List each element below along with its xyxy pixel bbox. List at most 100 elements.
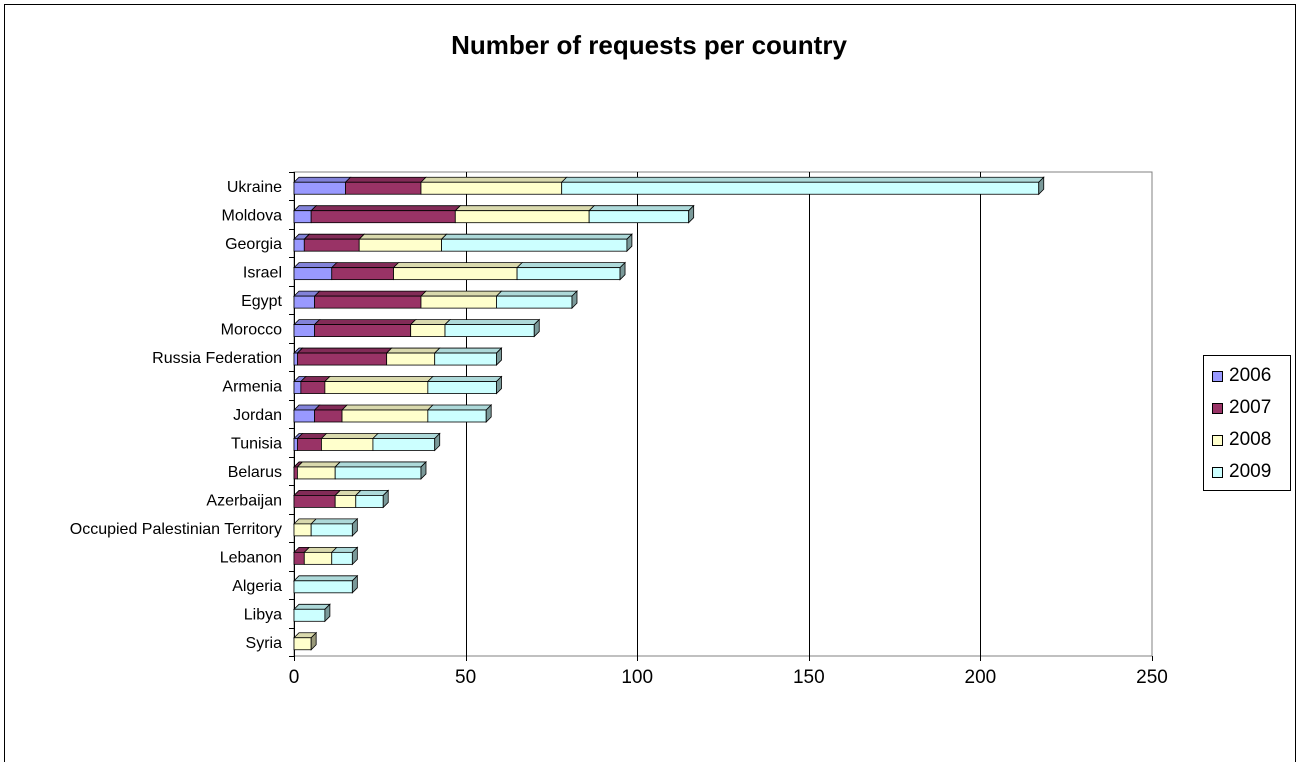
bar-israel-2009-side [619,261,626,281]
bar-russia-federation-2009-side [496,347,502,367]
bar-occupied-palestinian-territory-2009-top [310,518,359,525]
bar-syria-2008-side [310,631,317,651]
category-label: Jordan [233,407,282,424]
bar-russia-federation-2007 [297,352,388,366]
bar-belarus-2009-top [334,461,427,468]
bar-georgia-2007 [303,238,360,252]
bar-russia-federation-2009-top [433,347,503,354]
bar-ukraine-2008-top [420,176,568,183]
bar-georgia-2007-top [303,233,366,240]
bar-russia-federation-2009 [434,352,497,366]
bar-syria-2008 [293,637,312,651]
bar-occupied-palestinian-territory-2008 [293,523,312,537]
bar-russia-federation-2008-top [385,347,441,354]
bar-morocco-2009-side [533,318,540,338]
bar-azerbaijan-2007-top [293,490,342,496]
bar-moldova-2007-top [310,205,462,212]
bar-israel-2008-top [392,262,524,269]
bar-moldova-2007 [310,210,456,224]
bar-azerbaijan-2009-top [354,490,390,496]
category-label: Israel [243,265,282,282]
bar-morocco-2007 [314,324,412,337]
bar-jordan-2007-top [313,404,349,411]
bar-ukraine-2009-side [1038,176,1045,196]
bar-armenia-2007 [300,381,326,394]
bar-egypt-2008-top [420,290,503,297]
bar-jordan-2009-side [485,404,492,423]
bar-russia-federation-2007-top [296,347,393,354]
bar-ukraine-2007 [345,181,422,195]
chart-frame [4,4,1296,762]
bar-morocco-2007-top [313,319,417,325]
bar-algeria-2009-top [293,575,359,582]
bar-egypt-2006 [293,295,315,309]
category-label: Morocco [221,322,282,339]
bar-armenia-2009-side [496,375,502,395]
bar-armenia-2006 [293,381,302,394]
bar-jordan-2008 [341,409,429,423]
bar-georgia-2009-top [440,233,633,240]
bar-libya-2009-side [324,603,331,623]
category-label: Lebanon [220,549,282,566]
bar-israel-2008 [393,267,518,281]
legend-item-2007: 2007 [1204,392,1290,424]
legend-swatch [1212,466,1223,478]
bar-egypt-2008 [420,295,497,309]
bar-egypt-2009 [496,295,573,309]
category-label: Armenia [222,379,282,396]
bar-ukraine-2008 [420,181,563,195]
bar-ukraine-2006 [293,181,346,195]
bar-egypt-2007 [314,295,422,309]
legend: 2006 2007 2008 2009 [1203,355,1291,491]
category-label: Moldova [222,208,283,225]
bar-moldova-2008-top [454,205,596,212]
bar-occupied-palestinian-territory-2009-side [351,517,358,537]
bar-armenia-2009 [427,381,497,394]
bar-tunisia-2007 [297,438,322,451]
bar-israel-2009 [516,267,621,281]
bar-lebanon-2008-top [303,546,338,553]
bar-georgia-2009 [441,238,628,252]
bar-israel-2006 [293,267,333,281]
bar-tunisia-2008 [321,438,374,451]
bar-israel-2009-top [516,262,627,269]
x-tick-label: 0 [289,667,300,688]
bar-belarus-2007 [293,466,298,480]
bar-moldova-2009-top [588,205,695,212]
bar-libya-2009 [293,608,326,622]
bar-israel-2007-top [330,262,400,269]
bar-lebanon-2008 [303,551,333,565]
bar-tunisia-2009 [372,438,436,451]
category-label: Algeria [232,578,282,595]
bar-libya-2009-top [293,603,331,610]
bar-jordan-2007 [314,409,343,423]
bar-azerbaijan-2009 [355,495,384,508]
bar-lebanon-2007 [293,551,305,565]
bar-lebanon-2009-side [351,546,358,566]
bar-georgia-2008-top [358,233,448,240]
bar-georgia-2008 [358,238,442,252]
bar-tunisia-2009-top [371,433,441,439]
x-tick-label: 50 [455,667,476,688]
bar-lebanon-2009 [331,551,353,565]
bar-morocco-2009-top [444,319,541,325]
bar-egypt-2007-top [313,290,427,297]
bar-egypt-2009-top [495,290,578,297]
bar-ukraine-2006-top [293,176,352,183]
bar-jordan-2009-top [426,404,493,411]
category-label: Libya [244,606,282,623]
bar-jordan-2006 [293,409,315,423]
legend-label: 2007 [1229,397,1272,418]
legend-item-2006: 2006 [1204,360,1290,392]
legend-label: 2008 [1229,429,1272,450]
category-label: Azerbaijan [206,492,282,509]
bar-moldova-2008 [454,210,590,224]
bar-russia-federation-2008 [386,352,436,366]
chart-title: Number of requests per country [451,30,847,60]
legend-swatch [1212,370,1223,382]
category-label: Belarus [228,464,282,481]
bar-tunisia-2009-side [434,432,441,452]
bar-ukraine-2007-top [344,176,427,183]
bar-belarus-2009 [334,466,422,480]
